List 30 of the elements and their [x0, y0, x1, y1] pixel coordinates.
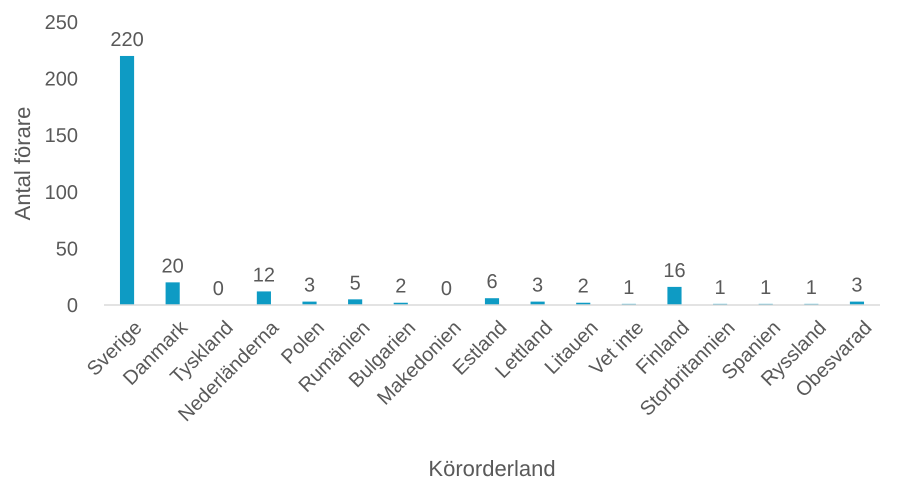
data-label: 5: [350, 272, 361, 294]
data-label: 1: [714, 276, 726, 299]
x-axis-title: Körorderland: [428, 456, 556, 481]
data-label: 220: [110, 28, 144, 51]
y-tick-label: 200: [44, 68, 78, 91]
y-tick-label: 100: [44, 182, 78, 204]
data-label: 1: [806, 276, 817, 299]
data-label: 3: [532, 274, 544, 297]
data-label: 2: [395, 276, 406, 298]
y-tick-label: 0: [66, 295, 78, 317]
data-label: 1: [760, 276, 772, 299]
bar: [166, 282, 180, 305]
bar: [256, 291, 271, 305]
y-tick-label: 150: [44, 125, 78, 148]
data-label: 3: [304, 274, 316, 297]
data-label: 20: [162, 255, 184, 278]
data-label: 1: [623, 276, 634, 299]
bar: [484, 298, 500, 305]
data-label: 2: [578, 276, 589, 298]
data-label: 12: [252, 264, 276, 286]
bar: [667, 286, 682, 305]
data-label: 0: [212, 278, 224, 300]
data-label: 6: [486, 271, 498, 294]
data-label: 0: [440, 278, 452, 300]
bar: [120, 56, 134, 305]
y-axis-title: Antal förare: [10, 106, 35, 220]
y-tick-label: 50: [56, 238, 78, 260]
data-label: 16: [663, 260, 686, 282]
data-label: 3: [851, 274, 863, 297]
y-tick-label: 250: [44, 12, 78, 34]
